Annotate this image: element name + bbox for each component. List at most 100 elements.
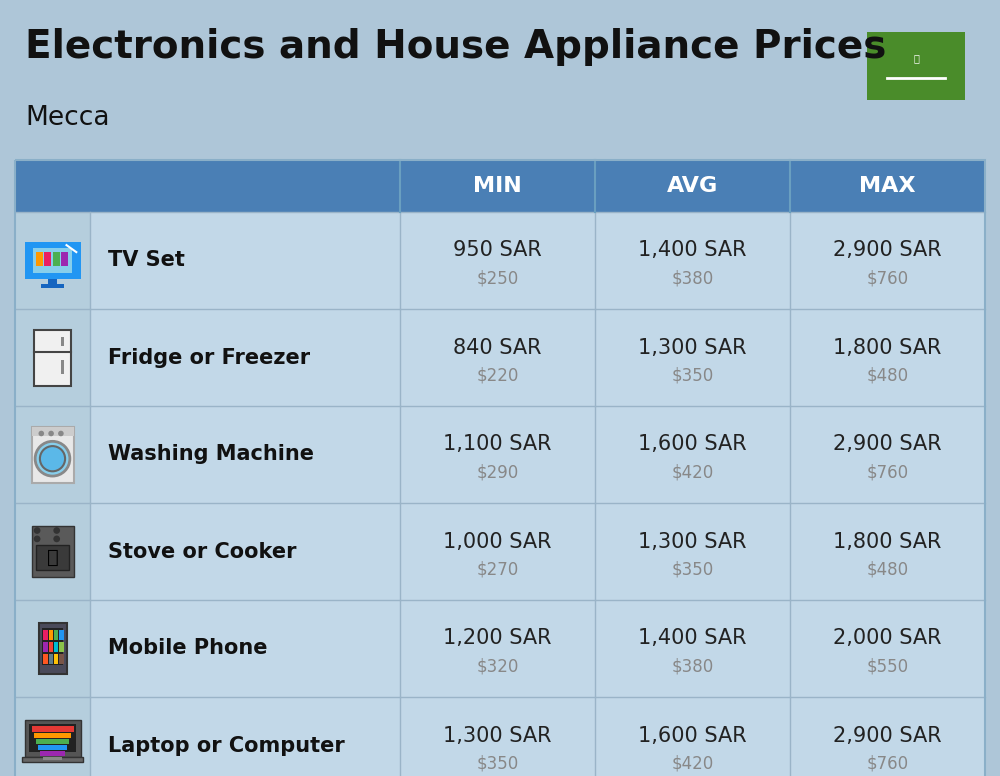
Bar [38, 623, 66, 674]
Bar [32, 526, 74, 577]
Text: 1,000 SAR: 1,000 SAR [443, 532, 552, 552]
Text: $250: $250 [476, 269, 519, 287]
Bar [41, 284, 64, 288]
Text: 1,300 SAR: 1,300 SAR [638, 532, 747, 552]
Bar [32, 726, 74, 732]
Text: $380: $380 [671, 657, 714, 675]
Circle shape [58, 431, 64, 436]
Text: 1,800 SAR: 1,800 SAR [833, 532, 942, 552]
Bar [36, 545, 69, 570]
Bar [49, 642, 53, 652]
Bar [15, 600, 985, 697]
Bar [48, 279, 57, 284]
Text: 1,400 SAR: 1,400 SAR [638, 241, 747, 261]
Text: $320: $320 [476, 657, 519, 675]
Bar [43, 757, 62, 760]
Bar [15, 600, 90, 697]
Text: AVG: AVG [667, 176, 718, 196]
Bar [43, 630, 48, 640]
Bar [59, 630, 64, 640]
Bar [43, 642, 48, 652]
Circle shape [38, 431, 44, 436]
Text: $480: $480 [866, 366, 909, 384]
Text: Electronics and House Appliance Prices: Electronics and House Appliance Prices [25, 28, 886, 66]
Text: 1,400 SAR: 1,400 SAR [638, 629, 747, 649]
Text: $380: $380 [671, 269, 714, 287]
Bar [49, 630, 53, 640]
Bar [867, 32, 965, 100]
Text: Fridge or Freezer: Fridge or Freezer [108, 348, 310, 368]
Text: $350: $350 [671, 366, 714, 384]
Bar [34, 733, 71, 738]
Circle shape [40, 446, 65, 471]
Text: $480: $480 [866, 560, 909, 578]
Bar [15, 697, 985, 776]
Text: $760: $760 [866, 463, 909, 481]
Bar [43, 654, 48, 663]
Text: 1,300 SAR: 1,300 SAR [443, 726, 552, 746]
Circle shape [53, 527, 60, 534]
Text: $550: $550 [866, 657, 909, 675]
Text: Washing Machine: Washing Machine [108, 445, 314, 465]
Bar [15, 309, 985, 406]
Text: $350: $350 [671, 560, 714, 578]
Bar [15, 503, 985, 600]
Text: 1,100 SAR: 1,100 SAR [443, 435, 552, 455]
Bar [15, 212, 985, 309]
Text: $270: $270 [476, 560, 519, 578]
Text: 2,900 SAR: 2,900 SAR [833, 726, 942, 746]
Text: 2,000 SAR: 2,000 SAR [833, 629, 942, 649]
Bar [24, 242, 80, 279]
Bar [49, 654, 53, 663]
Bar [59, 654, 64, 663]
Circle shape [34, 527, 40, 534]
Circle shape [34, 535, 40, 542]
Bar [34, 330, 71, 386]
Text: Mobile Phone: Mobile Phone [108, 639, 268, 659]
Text: $760: $760 [866, 269, 909, 287]
Circle shape [35, 442, 70, 476]
Bar [24, 720, 80, 757]
Text: Stove or Cooker: Stove or Cooker [108, 542, 296, 562]
Text: MAX: MAX [859, 176, 916, 196]
Bar [15, 503, 90, 600]
Text: $350: $350 [476, 754, 519, 772]
Bar [32, 427, 74, 436]
Bar [54, 630, 58, 640]
Bar [61, 360, 64, 374]
Text: 1,600 SAR: 1,600 SAR [638, 726, 747, 746]
Bar [29, 724, 76, 752]
Circle shape [53, 535, 60, 542]
Text: ﷽: ﷽ [913, 53, 919, 63]
Text: $420: $420 [671, 463, 714, 481]
Text: 🔥: 🔥 [47, 548, 58, 566]
Bar [38, 745, 67, 750]
Text: 2,900 SAR: 2,900 SAR [833, 241, 942, 261]
Bar [61, 252, 68, 266]
Text: 840 SAR: 840 SAR [453, 338, 542, 358]
Bar [54, 654, 58, 663]
Text: $220: $220 [476, 366, 519, 384]
Text: 1,300 SAR: 1,300 SAR [638, 338, 747, 358]
Text: Laptop or Computer: Laptop or Computer [108, 736, 345, 756]
Text: 1,200 SAR: 1,200 SAR [443, 629, 552, 649]
Bar [15, 406, 90, 503]
Bar [22, 757, 83, 762]
Bar [42, 628, 63, 665]
Text: 950 SAR: 950 SAR [453, 241, 542, 261]
Text: $420: $420 [671, 754, 714, 772]
Bar [59, 642, 64, 652]
Bar [15, 309, 90, 406]
Bar [15, 160, 985, 212]
Bar [33, 248, 72, 273]
Text: Mecca: Mecca [25, 105, 110, 131]
Bar [36, 739, 69, 744]
Circle shape [48, 431, 54, 436]
Bar [15, 406, 985, 503]
Text: TV Set: TV Set [108, 251, 185, 271]
Bar [44, 252, 51, 266]
Bar [54, 642, 58, 652]
Text: MIN: MIN [473, 176, 522, 196]
Bar [61, 337, 64, 346]
Text: 2,900 SAR: 2,900 SAR [833, 435, 942, 455]
